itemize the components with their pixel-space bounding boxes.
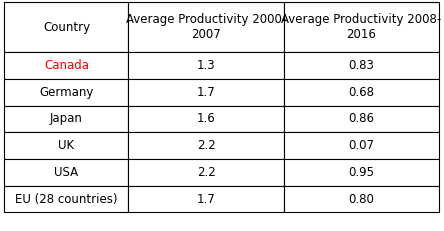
Text: 0.68: 0.68 [349, 86, 374, 99]
Text: 0.07: 0.07 [349, 139, 374, 152]
Text: Japan: Japan [50, 112, 83, 125]
Bar [4, 2, 128, 52]
Bar [128, 186, 284, 212]
Text: 1.6: 1.6 [197, 112, 215, 125]
Bar [128, 159, 284, 186]
Text: Average Productivity 2008-
2016: Average Productivity 2008- 2016 [281, 13, 442, 41]
Bar [284, 79, 439, 106]
Bar [284, 186, 439, 212]
Bar [284, 132, 439, 159]
Bar [4, 159, 128, 186]
Text: UK: UK [58, 139, 75, 152]
Bar [284, 106, 439, 132]
Text: 1.7: 1.7 [197, 192, 215, 206]
Text: USA: USA [54, 166, 79, 179]
Bar [128, 52, 284, 79]
Text: 0.80: 0.80 [349, 192, 374, 206]
Text: Average Productivity 2000-
2007: Average Productivity 2000- 2007 [126, 13, 286, 41]
Text: 2.2: 2.2 [197, 139, 215, 152]
Text: 0.95: 0.95 [349, 166, 374, 179]
Bar [4, 186, 128, 212]
Text: EU (28 countries): EU (28 countries) [15, 192, 118, 206]
Bar [4, 79, 128, 106]
Text: 0.83: 0.83 [349, 59, 374, 72]
Bar [284, 2, 439, 52]
Text: 2.2: 2.2 [197, 166, 215, 179]
Text: 1.7: 1.7 [197, 86, 215, 99]
Bar [128, 106, 284, 132]
Text: Canada: Canada [44, 59, 89, 72]
Text: 0.86: 0.86 [349, 112, 374, 125]
Text: 1.3: 1.3 [197, 59, 215, 72]
Text: Country: Country [43, 21, 90, 34]
Bar [284, 159, 439, 186]
Bar [128, 79, 284, 106]
Bar [128, 2, 284, 52]
Text: Germany: Germany [39, 86, 94, 99]
Bar [4, 106, 128, 132]
Bar [4, 52, 128, 79]
Bar [128, 132, 284, 159]
Bar [4, 132, 128, 159]
Bar [284, 52, 439, 79]
